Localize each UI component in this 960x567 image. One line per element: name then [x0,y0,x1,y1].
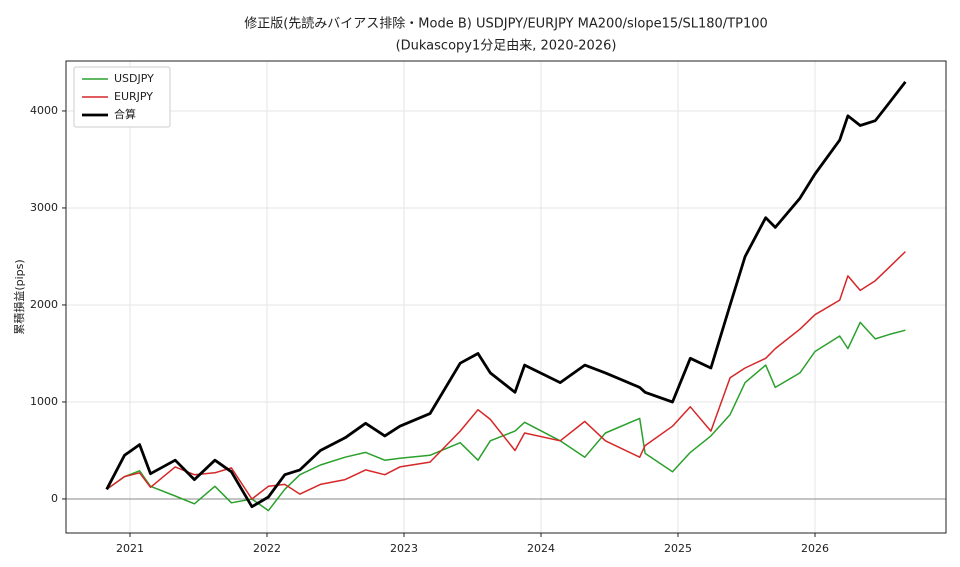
x-tick-label: 2021 [116,542,144,555]
legend-label: 合算 [114,107,136,121]
legend-box [73,66,171,128]
chart-subtitle: (Dukascopy1分足由来, 2020-2026) [396,39,617,54]
x-tick-label: 2025 [664,542,692,555]
x-tick-label: 2024 [527,542,555,555]
y-tick-label: 1000 [30,395,58,408]
x-tick-label: 2023 [390,542,418,555]
y-tick-label: 2000 [30,298,58,311]
x-tick-label: 2026 [801,542,829,555]
y-tick-label: 4000 [30,104,58,117]
y-axis-label: 累積損益(pips) [12,259,26,334]
x-tick-label: 2022 [253,542,281,555]
series-line [105,81,907,509]
series-line [106,321,906,512]
y-tick-label: 3000 [30,201,58,214]
chart-title: 修正版(先読みバイアス排除・Mode B) USDJPY/EURJPY MA20… [244,16,768,32]
legend-label: EURJPY [114,90,153,103]
plot-frame [65,60,947,534]
legend-label: USDJPY [114,72,154,85]
series-line [106,251,906,500]
y-tick-label: 0 [51,492,58,505]
